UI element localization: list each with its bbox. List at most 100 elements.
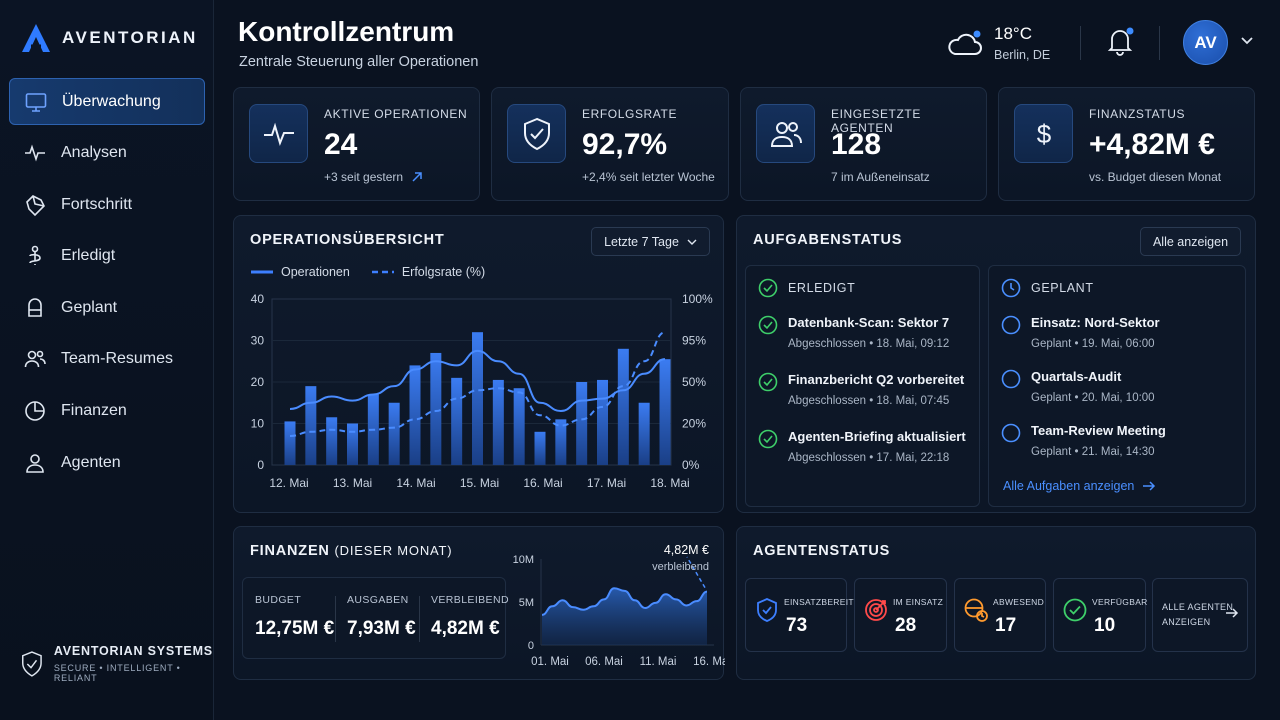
kpi-sub-text: +3 seit gestern <box>324 170 404 184</box>
clock-icon <box>1001 278 1021 298</box>
bell-icon[interactable] <box>1106 26 1134 56</box>
bar <box>305 386 317 465</box>
task-title: Quartals-Audit <box>1031 369 1122 384</box>
list-item[interactable]: Quartals-Audit Geplant • 20. Mai, 10:00 <box>1001 369 1155 404</box>
kpi-value: +4,82M € <box>1089 128 1215 161</box>
area-fill <box>542 588 707 645</box>
y-tick-label: 0 <box>257 458 264 472</box>
kpi-finance-status[interactable]: $ FINANZSTATUS +4,82M € vs. Budget diese… <box>998 87 1255 201</box>
sidebar-item-erledigt[interactable]: Erledigt <box>9 233 205 280</box>
agent-tile-absent[interactable]: ABWESEND 17 <box>954 578 1046 652</box>
list-item[interactable]: Team-Review Meeting Geplant • 21. Mai, 14… <box>1001 423 1166 458</box>
sidebar-item-team-resumes[interactable]: Team-Resumes <box>9 336 205 383</box>
task-title: Team-Review Meeting <box>1031 423 1166 438</box>
section-title: AUFGABENSTATUS <box>753 232 903 248</box>
y2-tick-label: 95% <box>682 334 706 348</box>
users-icon <box>770 121 802 147</box>
sidebar-footer-brand: AVENTORIAN SYSTEMS SECURE • INTELLIGENT … <box>20 644 213 683</box>
logo[interactable]: AVENTORIAN <box>20 22 198 54</box>
view-all-tasks-button[interactable]: Alle anzeigen <box>1140 227 1241 256</box>
list-item[interactable]: Einsatz: Nord-Sektor Geplant • 19. Mai, 0… <box>1001 315 1160 350</box>
task-meta: Abgeschlossen • 18. Mai, 07:45 <box>788 395 950 407</box>
x-tick-label: 17. Mai <box>587 476 626 490</box>
done-header: ERLEDIGT <box>758 278 855 298</box>
range-select-label: Letzte 7 Tage <box>604 234 679 249</box>
agent-tile-in-mission[interactable]: IM EINSATZ 28 <box>854 578 947 652</box>
arrow-right-icon <box>1226 608 1239 618</box>
sidebar-item-geplant[interactable]: Geplant <box>9 284 205 331</box>
footer-brand-title: AVENTORIAN SYSTEMS <box>53 644 213 658</box>
kpi-success-rate[interactable]: ERFOLGSRATE 92,7% +2,4% seit letzter Woc… <box>491 87 729 201</box>
done-header-label: ERLEDIGT <box>788 281 856 295</box>
sidebar-item-agenten[interactable]: Agenten <box>9 439 205 486</box>
footer-brand-tagline: SECURE • INTELLIGENT • RELIANT <box>53 663 181 683</box>
finance-title-suffix: (DIESER MONAT) <box>334 543 453 558</box>
task-status-card: AUFGABENSTATUS Alle anzeigen ERLEDIGT Da… <box>736 215 1256 513</box>
divider <box>419 596 420 642</box>
finance-label: VERBLEIBEND <box>431 594 509 606</box>
series-line-operations <box>289 349 666 413</box>
list-item[interactable]: Finanzbericht Q2 vorbereitet Abgeschlosse… <box>758 372 964 407</box>
sidebar-item-finanzen[interactable]: Finanzen <box>9 388 205 435</box>
agent-tile-value: 73 <box>786 615 808 636</box>
range-select[interactable]: Letzte 7 Tage <box>591 227 710 256</box>
all-agents-label: ALLE AGENTEN ANZEIGEN <box>1162 600 1233 630</box>
agent-tile-available[interactable]: VERFÜGBAR 10 <box>1053 578 1147 652</box>
bar <box>347 423 358 465</box>
y-tick-label: 10M <box>513 554 534 566</box>
empty-circle-icon <box>1001 369 1021 389</box>
bar <box>597 379 608 465</box>
section-title: OPERATIONSÜBERSICHT <box>250 232 445 248</box>
list-item[interactable]: Agenten-Briefing aktualisiert Abgeschloss… <box>758 429 966 464</box>
brand-name: AVENTORIAN <box>62 28 198 47</box>
finance-value: 4,82M € <box>431 618 500 639</box>
agent-tile-value: 28 <box>895 615 917 636</box>
legend-dashed-line <box>371 270 394 274</box>
list-item[interactable]: Datenbank-Scan: Sektor 7 Abgeschlossen • … <box>758 315 949 350</box>
sidebar-item-ueberwachung[interactable]: Überwachung <box>9 78 205 125</box>
legend-solid-line <box>251 270 273 274</box>
weather-widget[interactable]: 18°C Berlin, DE <box>946 24 1050 62</box>
bar <box>492 379 504 465</box>
bar <box>451 377 463 465</box>
sidebar-item-label: Überwachung <box>62 92 161 110</box>
bar <box>638 402 650 465</box>
task-meta: Geplant • 19. Mai, 06:00 <box>1031 338 1155 350</box>
chevron-down-icon[interactable] <box>1240 36 1254 46</box>
bar <box>388 402 400 465</box>
x-tick-label: 13. Mai <box>333 476 372 490</box>
task-meta: Geplant • 20. Mai, 10:00 <box>1031 392 1155 404</box>
all-agents-button[interactable]: ALLE AGENTEN ANZEIGEN <box>1152 578 1248 652</box>
all-tasks-link[interactable]: Alle Aufgaben anzeigen <box>1003 479 1156 493</box>
avatar[interactable]: AV <box>1183 20 1228 65</box>
legend-item-success-rate[interactable]: Erfolgsrate (%) <box>371 265 486 279</box>
sidebar-item-analysen[interactable]: Analysen <box>9 130 205 177</box>
planned-header-label: GEPLANT <box>1031 281 1094 295</box>
sidebar-item-fortschritt[interactable]: Fortschritt <box>9 181 205 228</box>
bar <box>326 417 338 465</box>
check-circle-icon <box>758 372 778 392</box>
arrow-up-right-icon <box>412 172 422 182</box>
finance-value: 12,75M € <box>255 618 335 639</box>
pulse-icon <box>263 122 294 146</box>
finance-chart: 0 5M 10M 01. Mai 06. Mai 11. Mai 16. Mai <box>513 554 725 668</box>
kpi-deployed-agents[interactable]: EINGESETZTE AGENTEN 128 7 im Außeneinsat… <box>740 87 987 201</box>
finance-chart-value-label: verbleibend <box>652 561 709 573</box>
bar <box>617 348 629 465</box>
legend-label: Erfolgsrate (%) <box>401 265 486 279</box>
chart-legend: Operationen Erfolgsrate (%) <box>251 265 485 279</box>
kpi-active-operations[interactable]: AKTIVE OPERATIONEN 24 +3 seit gestern <box>233 87 480 201</box>
cloud-icon <box>948 30 982 55</box>
bar <box>576 382 588 465</box>
section-title: AGENTENSTATUS <box>753 543 891 559</box>
agent-tile-ready[interactable]: EINSATZBEREIT 73 <box>745 578 854 652</box>
kpi-icon-box <box>507 104 566 163</box>
agent-tile-value: 10 <box>1094 615 1116 636</box>
finance-card: FINANZEN (DIESER MONAT) BUDGET 12,75M € … <box>233 526 725 680</box>
kpi-value: 128 <box>831 128 882 161</box>
clock-absent-icon <box>964 598 988 622</box>
kpi-sub-text: +2,4% seit letzter Woche <box>582 170 715 184</box>
check-circle-icon <box>758 429 778 449</box>
finance-spend: AUSGABEN 7,93M € <box>347 594 416 640</box>
legend-item-operations[interactable]: Operationen <box>251 265 350 279</box>
